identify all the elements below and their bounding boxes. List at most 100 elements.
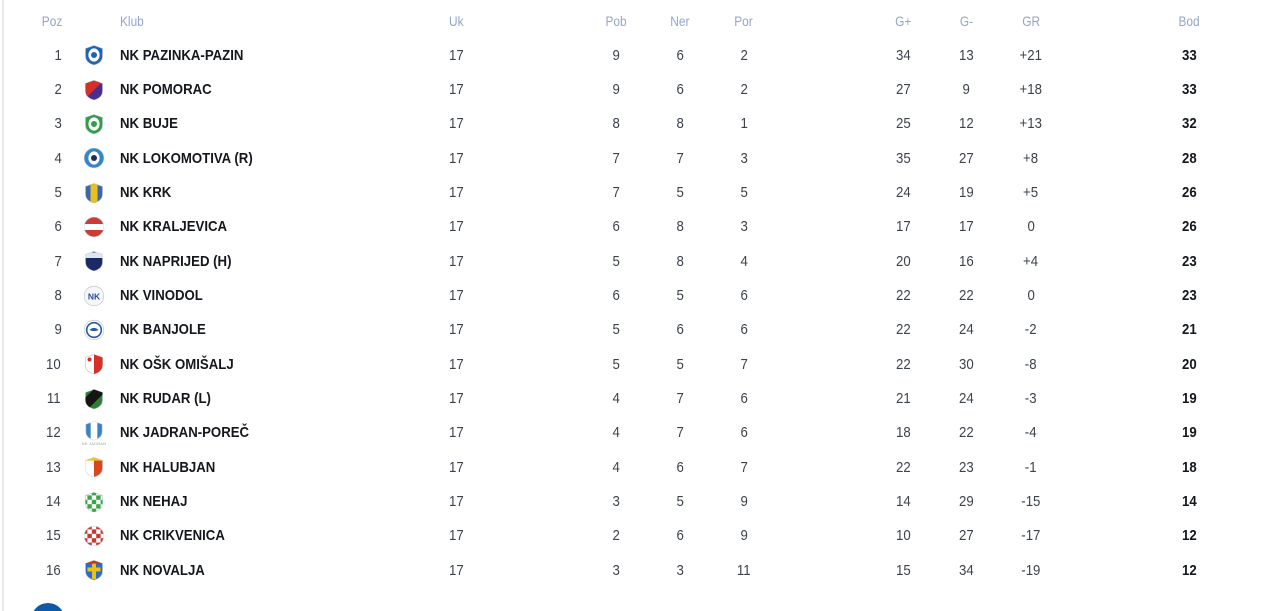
points: 26 [1181,184,1197,202]
position-number: 2 [54,81,62,99]
col-header-por: Por [734,13,754,29]
wins: 6 [612,287,620,305]
club-name: NK NAPRIJED (H) [120,252,232,270]
points: 20 [1181,355,1197,373]
table-row[interactable]: 10 NK OŠK OMIŠALJ 17 5 5 7 22 30 -8 20 [0,347,1280,381]
table-row[interactable]: 6 NK KRALJEVICA 17 6 8 3 17 17 0 26 [0,210,1280,244]
col-header-poz: Poz [41,13,62,29]
standings-table: Poz Klub Uk Pob Ner Por G+ G- GR Bod 1 N… [0,4,1280,588]
goal-difference: -15 [1021,493,1041,511]
club-name: NK RUDAR (L) [120,390,211,408]
goal-difference: -2 [1025,321,1037,339]
club-name: NK KRK [120,184,172,202]
draws: 5 [676,184,684,202]
losses: 11 [737,561,751,579]
points: 26 [1181,218,1197,236]
table-row[interactable]: 3 NK BUJE 17 8 8 1 25 12 +13 32 [0,107,1280,141]
goal-difference: +18 [1019,81,1043,99]
losses: 2 [740,81,748,99]
goal-difference: +8 [1023,149,1039,167]
matches-played: 17 [448,218,464,236]
losses: 6 [740,424,748,442]
draws: 6 [676,458,684,476]
table-row[interactable]: 7 NK NAPRIJED (H) 17 5 8 4 20 16 +4 23 [0,244,1280,278]
goals-against: 16 [958,252,974,270]
goals-for: 27 [895,81,911,99]
goal-difference: 0 [1027,218,1035,236]
club-name: NK POMORAC [120,81,212,99]
matches-played: 17 [448,115,464,133]
position-number: 6 [54,218,62,236]
table-row[interactable]: 2 NK POMORAC 17 9 6 2 27 9 +18 33 [0,72,1280,106]
goal-difference: -3 [1025,390,1037,408]
club-badge-icon: NK [72,278,116,312]
losses: 7 [740,458,748,476]
wins: 8 [612,115,620,133]
wins: 7 [612,184,620,202]
table-row[interactable]: 4 NK LOKOMOTIVA (R) 17 7 7 3 35 27 +8 28 [0,141,1280,175]
club-badge-icon [72,347,116,381]
matches-played: 17 [448,390,464,408]
club-name: NK NOVALJA [120,561,205,579]
goals-against: 24 [958,390,974,408]
losses: 3 [740,218,748,236]
club-badge-icon [72,38,116,72]
draws: 6 [676,527,684,545]
goals-against: 19 [958,184,974,202]
losses: 9 [740,527,748,545]
table-row[interactable]: 1 NK PAZINKA-PAZIN 17 9 6 2 34 13 +21 33 [0,38,1280,72]
table-row[interactable]: 15 NK CRIKVENICA 17 2 6 9 10 27 -17 12 [0,519,1280,553]
table-row[interactable]: 13 NK HALUBJAN 17 4 6 7 22 23 -1 18 [0,450,1280,484]
wins: 6 [612,218,620,236]
matches-played: 17 [448,184,464,202]
table-row[interactable]: 14 NK NEHAJ 17 3 5 9 14 29 -15 14 [0,484,1280,518]
table-row[interactable]: 16 NK NOVALJA 17 3 3 11 15 34 -19 12 [0,553,1280,587]
goals-for: 22 [895,355,911,373]
wins: 3 [612,493,620,511]
wins: 9 [612,46,620,64]
club-badge-icon [72,381,116,415]
col-header-goal-diff: GR [1022,13,1040,29]
wins: 4 [612,390,620,408]
goals-against: 34 [958,561,974,579]
position-number: 12 [46,424,61,442]
table-row[interactable]: 5 NK KRK 17 7 5 5 24 19 +5 26 [0,175,1280,209]
draws: 6 [676,321,684,339]
goals-against: 17 [958,218,974,236]
goals-for: 10 [895,527,911,545]
position-number: 8 [54,287,62,305]
table-row[interactable]: 9 NK BANJOLE 17 5 6 6 22 24 -2 21 [0,313,1280,347]
goals-against: 22 [958,287,974,305]
wins: 9 [612,81,620,99]
table-row[interactable]: 11 NK RUDAR (L) 17 4 7 6 21 24 -3 19 [0,381,1280,415]
draws: 8 [676,218,684,236]
svg-text:NK: NK [88,291,101,301]
position-number: 16 [46,561,61,579]
goal-difference: +21 [1019,46,1043,64]
table-row[interactable]: 12 NK JADRAN NK JADRAN-POREČ 17 4 7 6 18… [0,416,1280,450]
wins: 2 [612,527,620,545]
club-badge-icon [72,313,116,347]
club-badge-icon [72,519,116,553]
goals-for: 21 [895,390,911,408]
wins: 5 [612,252,620,270]
draws: 7 [676,424,684,442]
wins: 3 [612,561,620,579]
scrollbar-track[interactable] [2,0,4,611]
goal-difference: -1 [1025,458,1037,476]
position-number: 14 [46,493,61,511]
club-name: NK BANJOLE [120,321,206,339]
club-badge-icon [72,450,116,484]
draws: 6 [676,81,684,99]
goals-against: 13 [958,46,974,64]
points: 33 [1181,81,1197,99]
goal-difference: +13 [1019,115,1043,133]
club-name: NK BUJE [120,115,178,133]
draws: 3 [676,561,684,579]
losses: 4 [740,252,748,270]
table-row[interactable]: 8 NK NK VINODOL 17 6 5 6 22 22 0 23 [0,278,1280,312]
draws: 5 [676,287,684,305]
points: 12 [1181,561,1197,579]
club-badge-icon [72,244,116,278]
